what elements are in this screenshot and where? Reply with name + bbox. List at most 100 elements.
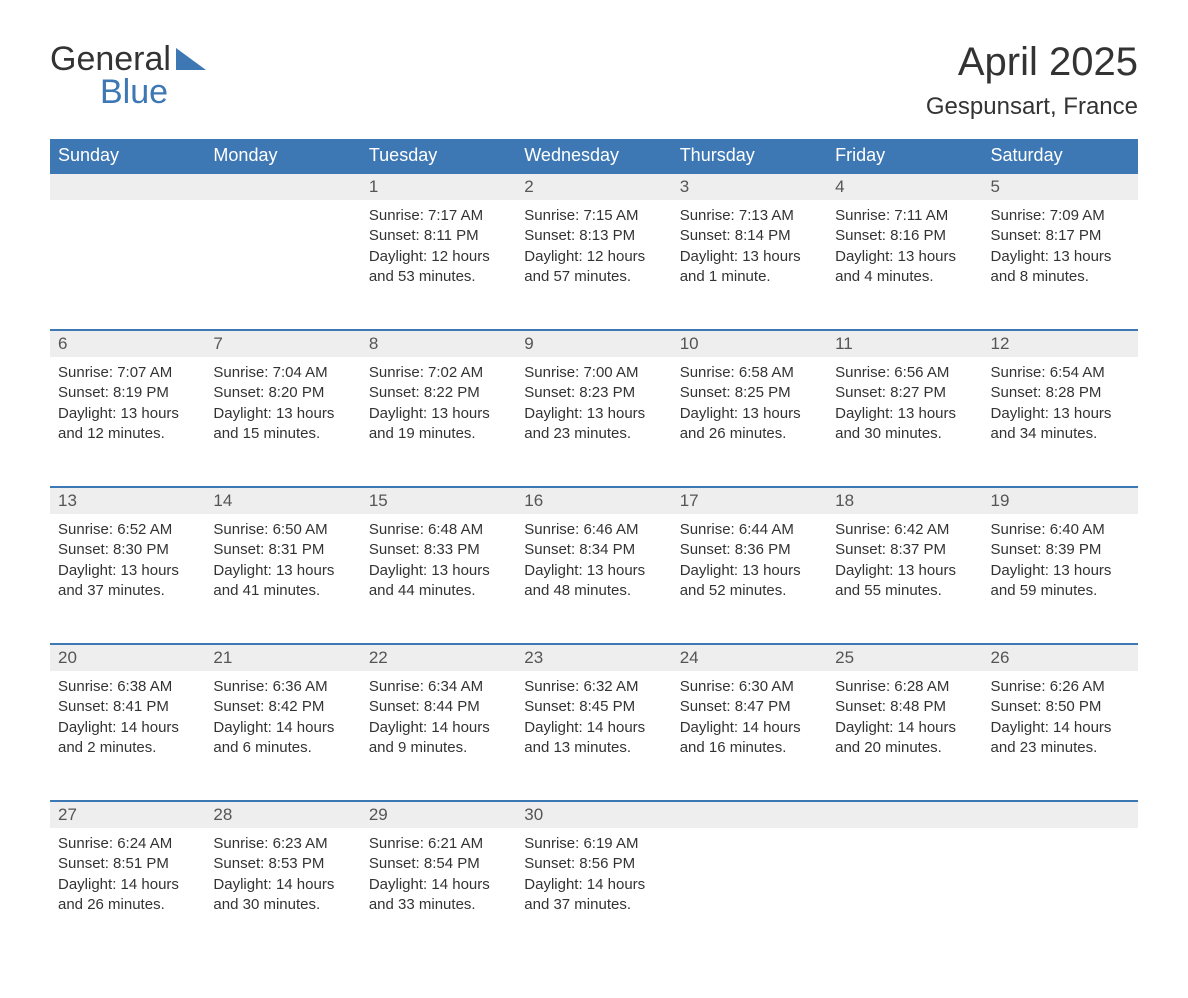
day-content-cell: Sunrise: 6:52 AMSunset: 8:30 PMDaylight:… — [50, 514, 205, 644]
day-number-cell: 26 — [983, 644, 1138, 671]
day-number-cell: 20 — [50, 644, 205, 671]
sunrise-text: Sunrise: 7:07 AM — [58, 363, 197, 383]
day-content-cell — [827, 828, 982, 958]
day-content-cell: Sunrise: 6:36 AMSunset: 8:42 PMDaylight:… — [205, 671, 360, 801]
day-content-cell: Sunrise: 6:19 AMSunset: 8:56 PMDaylight:… — [516, 828, 671, 958]
day-number-cell: 17 — [672, 487, 827, 514]
daylight-text: Daylight: 13 hours and 48 minutes. — [524, 561, 663, 602]
day-content-cell — [205, 200, 360, 330]
weekday-header: Saturday — [983, 139, 1138, 173]
day-number-cell: 11 — [827, 330, 982, 357]
sunset-text: Sunset: 8:25 PM — [680, 383, 819, 403]
day-number-cell: 22 — [361, 644, 516, 671]
day-number-cell: 18 — [827, 487, 982, 514]
sunset-text: Sunset: 8:44 PM — [369, 697, 508, 717]
daylight-text: Daylight: 13 hours and 19 minutes. — [369, 404, 508, 445]
sunset-text: Sunset: 8:16 PM — [835, 226, 974, 246]
day-content-cell: Sunrise: 7:07 AMSunset: 8:19 PMDaylight:… — [50, 357, 205, 487]
sunrise-text: Sunrise: 6:44 AM — [680, 520, 819, 540]
day-content-cell: Sunrise: 6:48 AMSunset: 8:33 PMDaylight:… — [361, 514, 516, 644]
sunset-text: Sunset: 8:19 PM — [58, 383, 197, 403]
day-number-cell: 10 — [672, 330, 827, 357]
day-content-cell: Sunrise: 6:54 AMSunset: 8:28 PMDaylight:… — [983, 357, 1138, 487]
day-number-cell: 23 — [516, 644, 671, 671]
daylight-text: Daylight: 14 hours and 2 minutes. — [58, 718, 197, 759]
day-content-row: Sunrise: 7:17 AMSunset: 8:11 PMDaylight:… — [50, 200, 1138, 330]
sunset-text: Sunset: 8:36 PM — [680, 540, 819, 560]
daylight-text: Daylight: 12 hours and 53 minutes. — [369, 247, 508, 288]
daylight-text: Daylight: 13 hours and 26 minutes. — [680, 404, 819, 445]
sunrise-text: Sunrise: 6:42 AM — [835, 520, 974, 540]
day-content-cell: Sunrise: 6:26 AMSunset: 8:50 PMDaylight:… — [983, 671, 1138, 801]
day-number-row: 20212223242526 — [50, 644, 1138, 671]
day-content-cell — [672, 828, 827, 958]
day-number-cell — [983, 801, 1138, 828]
day-content-cell: Sunrise: 7:04 AMSunset: 8:20 PMDaylight:… — [205, 357, 360, 487]
daylight-text: Daylight: 13 hours and 30 minutes. — [835, 404, 974, 445]
sunrise-text: Sunrise: 6:52 AM — [58, 520, 197, 540]
daylight-text: Daylight: 14 hours and 20 minutes. — [835, 718, 974, 759]
logo-word2: Blue — [100, 73, 168, 112]
logo-triangle-icon — [176, 48, 206, 70]
day-content-cell — [50, 200, 205, 330]
month-title: April 2025 — [926, 40, 1138, 85]
header: General Blue April 2025 Gespunsart, Fran… — [50, 40, 1138, 121]
day-number-cell: 8 — [361, 330, 516, 357]
day-number-cell: 7 — [205, 330, 360, 357]
day-content-cell: Sunrise: 6:40 AMSunset: 8:39 PMDaylight:… — [983, 514, 1138, 644]
day-content-cell: Sunrise: 7:00 AMSunset: 8:23 PMDaylight:… — [516, 357, 671, 487]
sunrise-text: Sunrise: 7:17 AM — [369, 206, 508, 226]
day-number-cell: 21 — [205, 644, 360, 671]
day-number-cell — [672, 801, 827, 828]
day-number-cell: 25 — [827, 644, 982, 671]
day-number-cell: 19 — [983, 487, 1138, 514]
sunrise-text: Sunrise: 6:48 AM — [369, 520, 508, 540]
daylight-text: Daylight: 13 hours and 8 minutes. — [991, 247, 1130, 288]
daylight-text: Daylight: 14 hours and 33 minutes. — [369, 875, 508, 916]
sunrise-text: Sunrise: 6:34 AM — [369, 677, 508, 697]
day-number-cell: 12 — [983, 330, 1138, 357]
sunset-text: Sunset: 8:54 PM — [369, 854, 508, 874]
day-content-cell: Sunrise: 6:38 AMSunset: 8:41 PMDaylight:… — [50, 671, 205, 801]
day-content-row: Sunrise: 7:07 AMSunset: 8:19 PM Daylight:… — [50, 357, 1138, 487]
sunset-text: Sunset: 8:48 PM — [835, 697, 974, 717]
day-number-cell: 1 — [361, 173, 516, 200]
sunset-text: Sunset: 8:30 PM — [58, 540, 197, 560]
day-number-row: 6789101112 — [50, 330, 1138, 357]
sunrise-text: Sunrise: 6:30 AM — [680, 677, 819, 697]
sunset-text: Sunset: 8:13 PM — [524, 226, 663, 246]
day-content-cell: Sunrise: 6:44 AMSunset: 8:36 PMDaylight:… — [672, 514, 827, 644]
sunrise-text: Sunrise: 7:02 AM — [369, 363, 508, 383]
day-number-cell: 28 — [205, 801, 360, 828]
sunset-text: Sunset: 8:20 PM — [213, 383, 352, 403]
day-number-cell: 14 — [205, 487, 360, 514]
sunset-text: Sunset: 8:14 PM — [680, 226, 819, 246]
day-number-cell: 16 — [516, 487, 671, 514]
daylight-text: Daylight: 13 hours and 59 minutes. — [991, 561, 1130, 602]
day-content-cell: Sunrise: 7:02 AMSunset: 8:22 PMDaylight:… — [361, 357, 516, 487]
day-number-cell: 29 — [361, 801, 516, 828]
sunset-text: Sunset: 8:56 PM — [524, 854, 663, 874]
day-number-cell — [205, 173, 360, 200]
day-content-cell: Sunrise: 7:09 AMSunset: 8:17 PMDaylight:… — [983, 200, 1138, 330]
weekday-header: Wednesday — [516, 139, 671, 173]
sunset-text: Sunset: 8:23 PM — [524, 383, 663, 403]
sunset-text: Sunset: 8:50 PM — [991, 697, 1130, 717]
sunset-text: Sunset: 8:47 PM — [680, 697, 819, 717]
sunrise-text: Sunrise: 6:21 AM — [369, 834, 508, 854]
daylight-text: Daylight: 14 hours and 26 minutes. — [58, 875, 197, 916]
day-number-cell: 5 — [983, 173, 1138, 200]
sunrise-text: Sunrise: 6:19 AM — [524, 834, 663, 854]
title-block: April 2025 Gespunsart, France — [926, 40, 1138, 121]
day-content-cell: Sunrise: 7:15 AMSunset: 8:13 PMDaylight:… — [516, 200, 671, 330]
daylight-text: Daylight: 12 hours and 57 minutes. — [524, 247, 663, 288]
sunrise-text: Sunrise: 6:26 AM — [991, 677, 1130, 697]
day-number-cell: 15 — [361, 487, 516, 514]
sunrise-text: Sunrise: 6:23 AM — [213, 834, 352, 854]
day-content-cell: Sunrise: 6:23 AMSunset: 8:53 PMDaylight:… — [205, 828, 360, 958]
day-content-cell: Sunrise: 6:50 AMSunset: 8:31 PMDaylight:… — [205, 514, 360, 644]
sunrise-text: Sunrise: 6:50 AM — [213, 520, 352, 540]
day-number-row: 27282930 — [50, 801, 1138, 828]
sunset-text: Sunset: 8:11 PM — [369, 226, 508, 246]
sunrise-text: Sunrise: 6:36 AM — [213, 677, 352, 697]
